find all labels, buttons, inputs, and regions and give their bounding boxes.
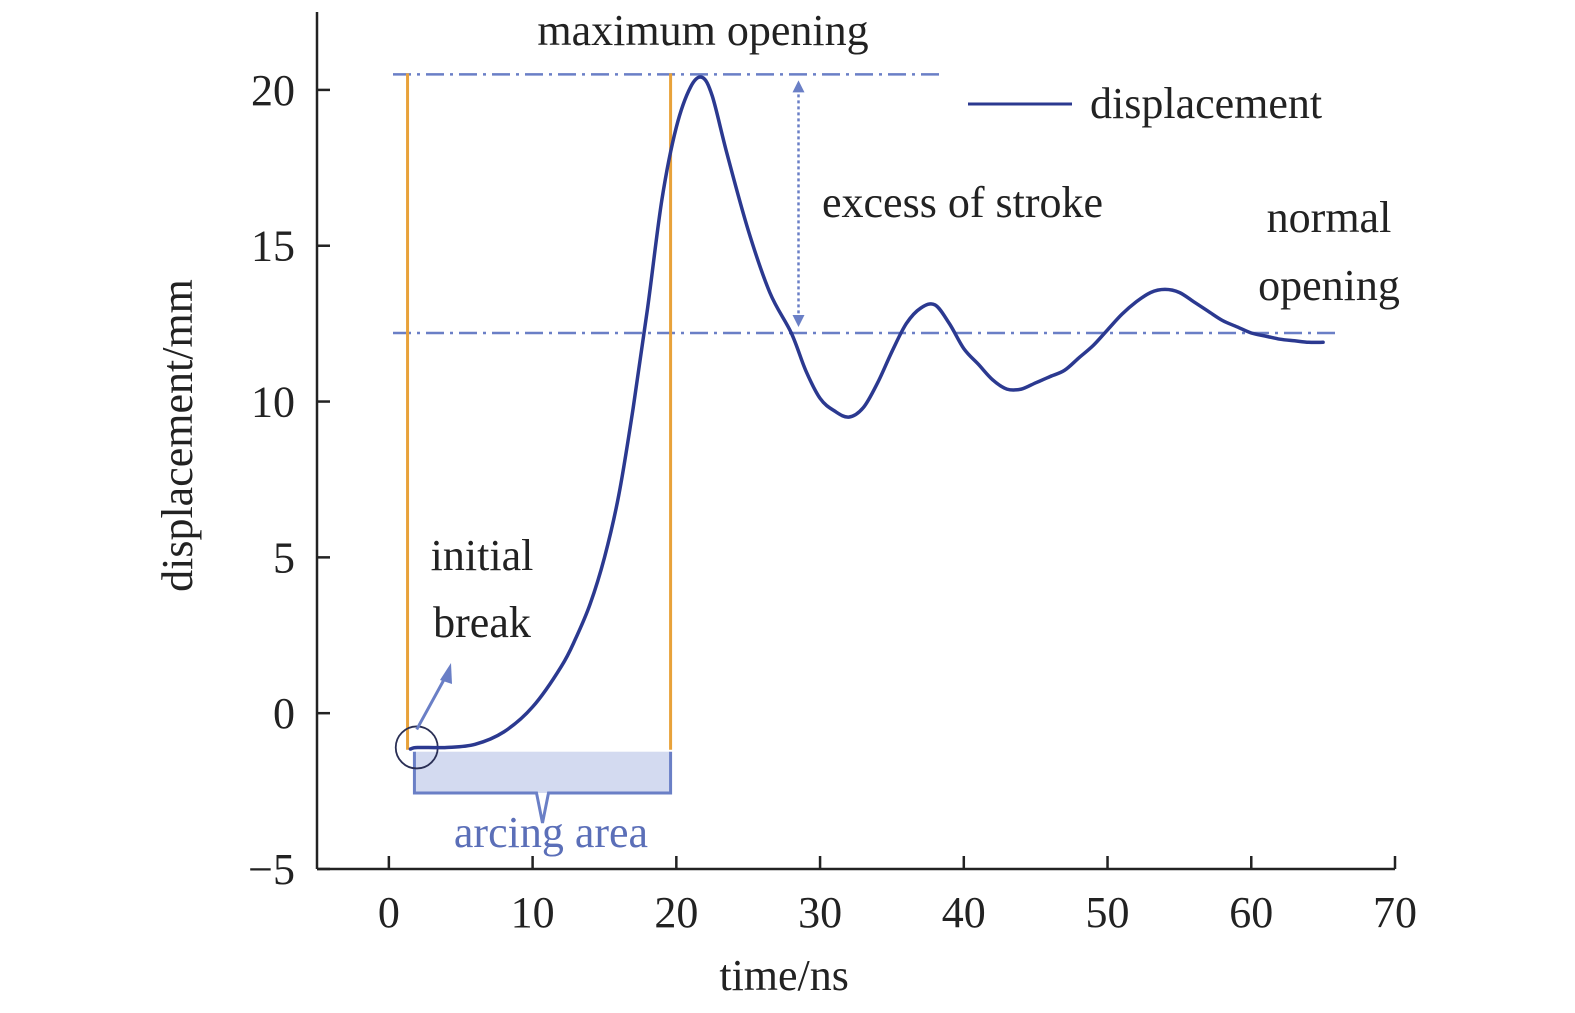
legend-label-displacement: displacement xyxy=(1090,79,1322,128)
initial-break-label-line1: initial xyxy=(431,531,534,580)
arcing-area-label: arcing area xyxy=(454,808,648,857)
y-tick-label-15: 15 xyxy=(251,222,295,271)
ticks-layer: 0 10 20 30 40 50 60 70 −5 0 5 10 15 20 xyxy=(248,66,1417,937)
arcing-area-layer xyxy=(412,751,673,824)
y-axis-label: displacement/mm xyxy=(153,279,202,592)
x-axis-label: time/ns xyxy=(719,951,849,1000)
x-tick-label-30: 30 xyxy=(798,888,842,937)
y-tick-label-5: 5 xyxy=(273,533,295,582)
initial-break-arrow-line xyxy=(415,675,448,731)
excess-of-stroke-arrow-head-bottom xyxy=(792,314,805,327)
excess-of-stroke-arrow-head-top xyxy=(792,80,805,93)
y-tick-label-20: 20 xyxy=(251,66,295,115)
series-line-displacement xyxy=(408,75,1325,751)
reference-lines-layer xyxy=(393,73,1335,770)
x-tick-label-60: 60 xyxy=(1229,888,1273,937)
annotations-layer: displacement/mm time/ns maximum opening … xyxy=(153,6,1400,1000)
x-tick-label-10: 10 xyxy=(511,888,555,937)
x-tick-label-0: 0 xyxy=(378,888,400,937)
maximum-opening-label: maximum opening xyxy=(537,6,868,55)
normal-opening-label-line2: opening xyxy=(1258,261,1400,310)
series-layer xyxy=(408,75,1325,751)
y-tick-label-10: 10 xyxy=(251,378,295,427)
normal-opening-label-line1: normal xyxy=(1267,193,1392,242)
x-tick-label-40: 40 xyxy=(942,888,986,937)
initial-break-label-line2: break xyxy=(433,598,531,647)
arcing-area-fill xyxy=(414,751,671,793)
initial-break-arrow-head xyxy=(440,663,452,684)
excess-of-stroke-label: excess of stroke xyxy=(822,178,1103,227)
y-tick-label-0: 0 xyxy=(273,689,295,738)
x-tick-label-70: 70 xyxy=(1373,888,1417,937)
x-tick-label-20: 20 xyxy=(654,888,698,937)
y-tick-label--5: −5 xyxy=(248,845,295,894)
axes-layer xyxy=(315,12,1395,871)
x-tick-label-50: 50 xyxy=(1086,888,1130,937)
legend: displacement xyxy=(968,79,1322,128)
arcing-area-bracket xyxy=(412,751,673,824)
